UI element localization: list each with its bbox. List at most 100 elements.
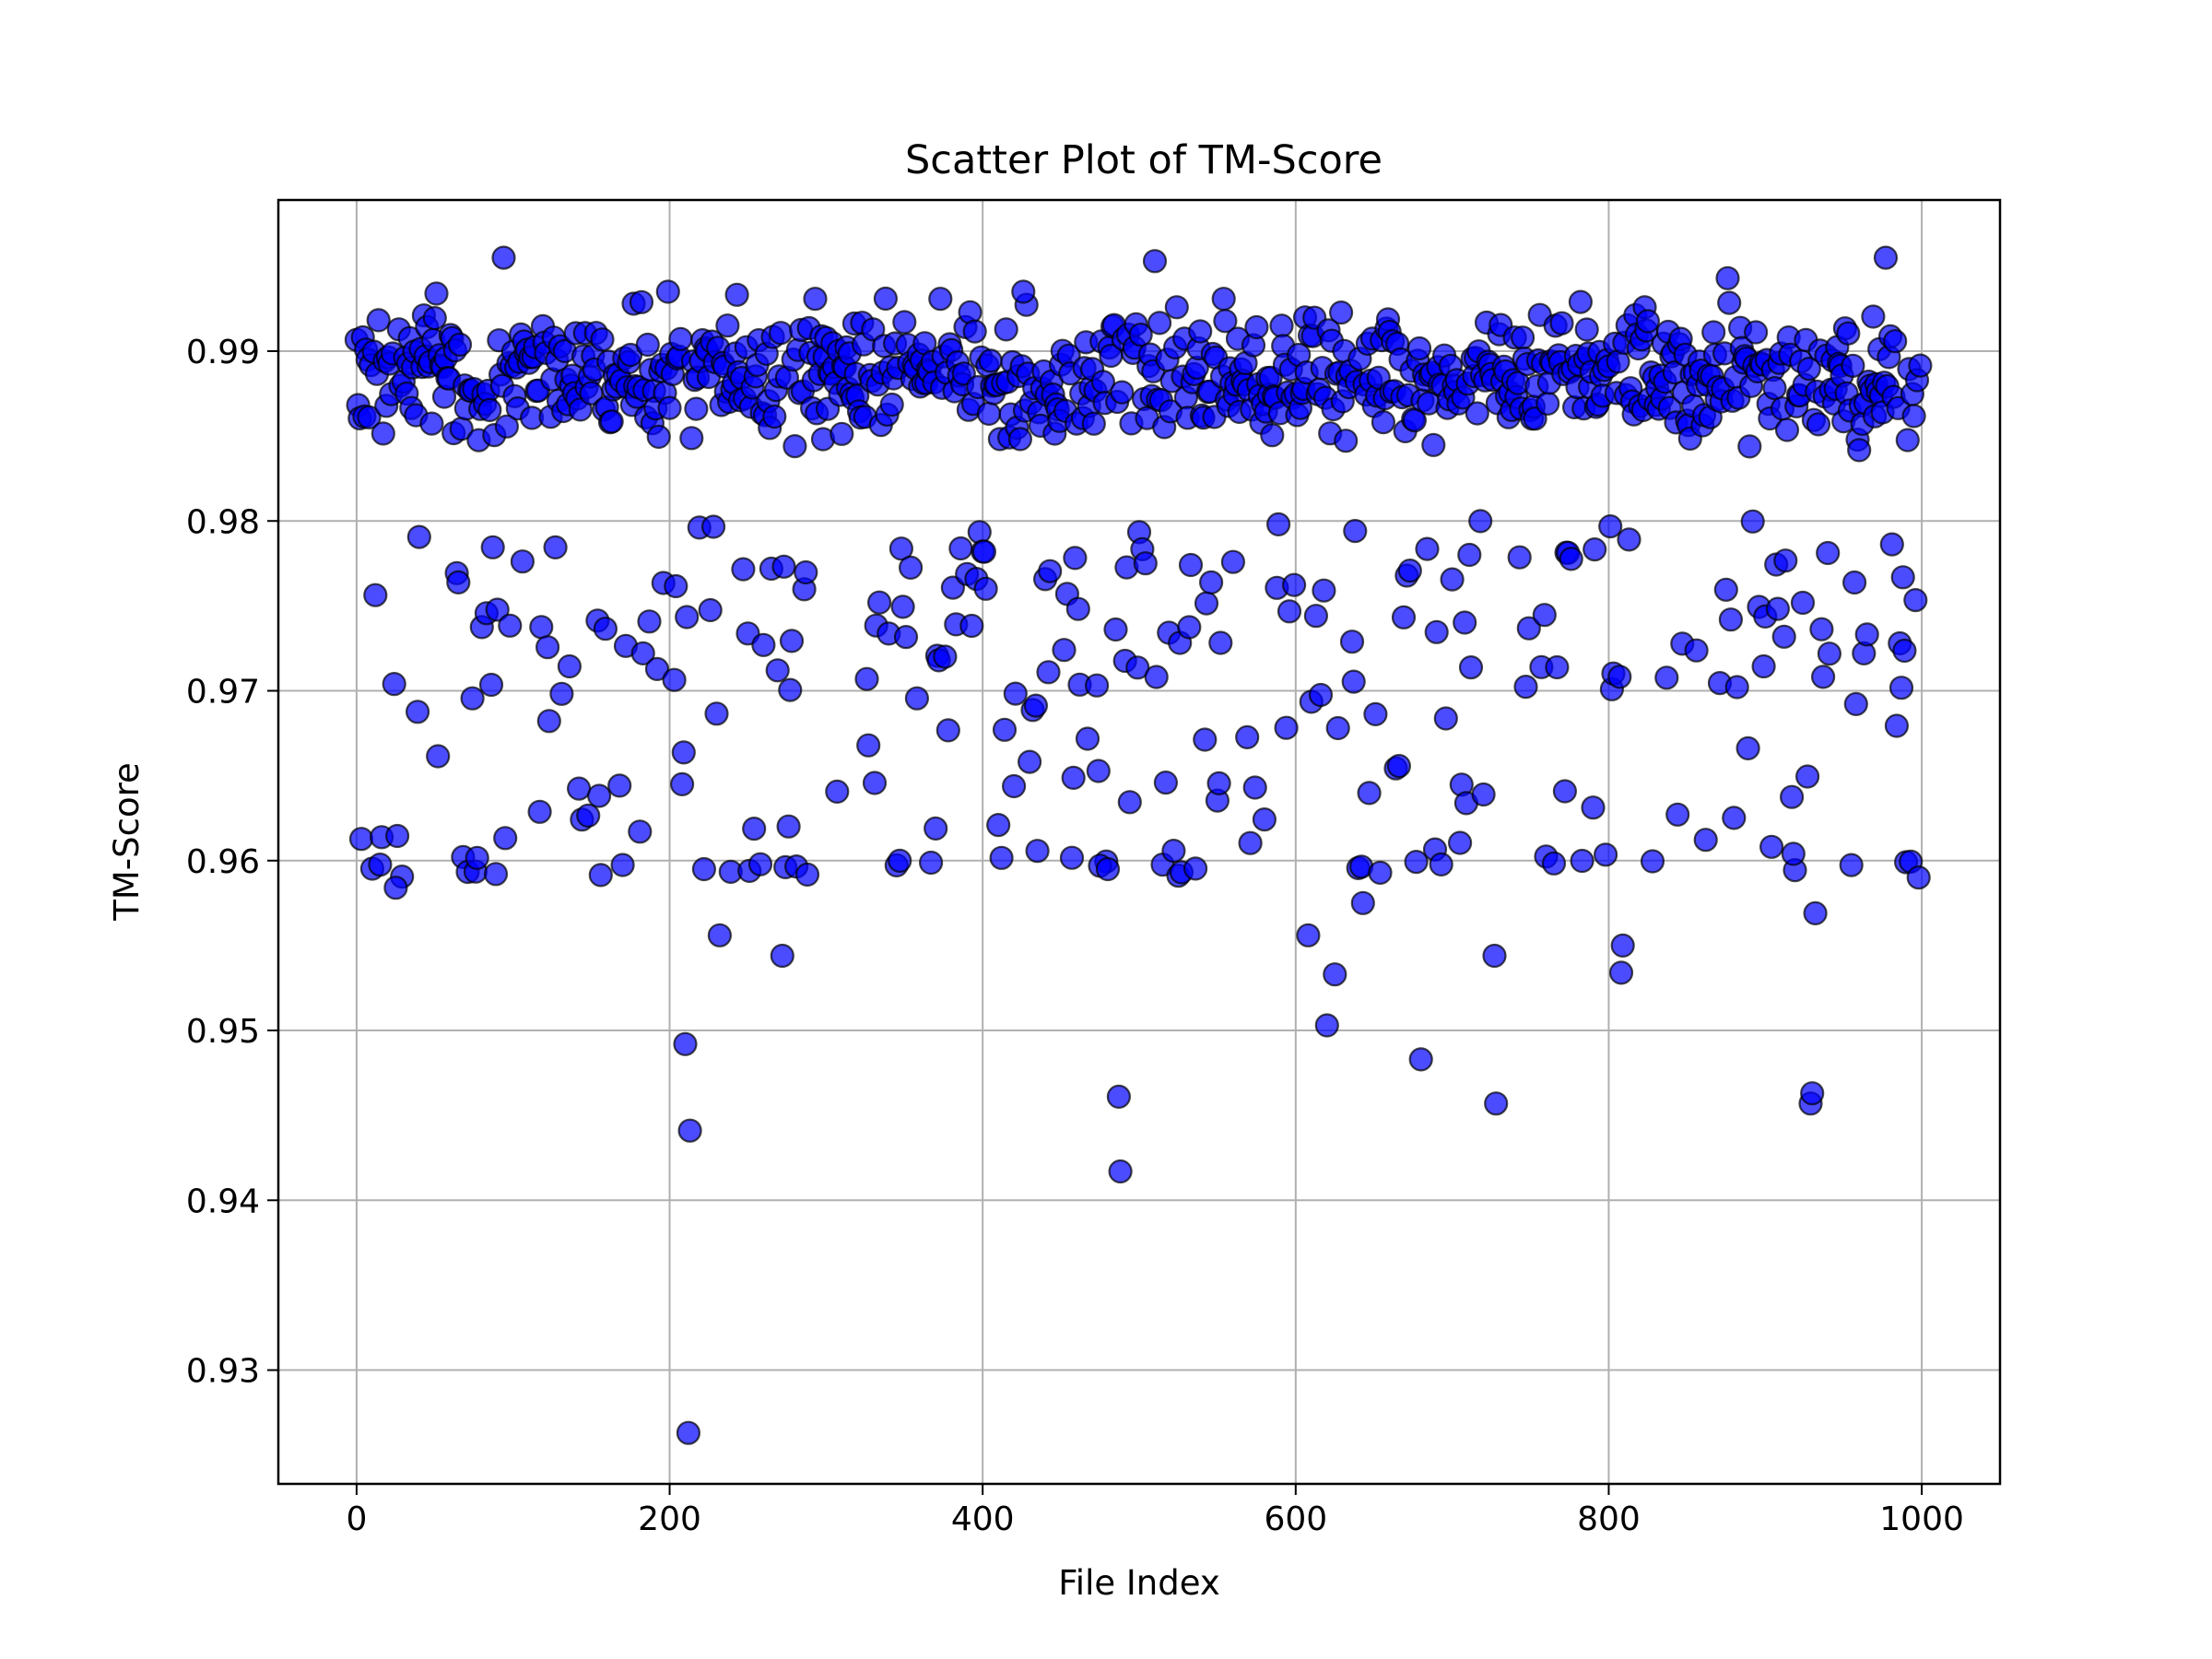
scatter-point: [1339, 629, 1365, 654]
scatter-point: [348, 827, 374, 852]
scatter-point: [890, 594, 915, 619]
scatter-point: [1800, 1081, 1825, 1106]
scatter-point: [724, 282, 749, 307]
scatter-point: [888, 848, 912, 874]
scatter-point: [1740, 509, 1765, 534]
scatter-point: [535, 635, 560, 660]
scatter-point: [590, 327, 615, 352]
scatter-point: [866, 590, 892, 615]
scatter-point: [1281, 572, 1307, 597]
scatter-point: [664, 573, 688, 599]
scatter-point: [1193, 727, 1218, 752]
scatter-point: [698, 597, 723, 623]
scatter-point: [1350, 890, 1375, 915]
scatter-point: [1238, 830, 1263, 855]
scatter-point: [1133, 551, 1158, 576]
scatter-point: [1779, 784, 1805, 809]
scatter-point: [1549, 311, 1574, 335]
scatter-point: [426, 744, 451, 769]
scatter-point: [1144, 665, 1169, 689]
scatter-point: [599, 409, 624, 434]
scatter-point: [879, 392, 904, 418]
scatter-point: [794, 862, 820, 888]
scatter-point: [1890, 565, 1915, 590]
scatter-point: [668, 326, 693, 351]
y-tick-label: 0.99: [186, 334, 260, 371]
x-tick-label: 600: [1264, 1500, 1327, 1538]
scatter-point: [971, 539, 997, 564]
scatter-point: [1796, 357, 1821, 382]
scatter-point: [1244, 314, 1269, 340]
scatter-point: [1516, 616, 1541, 641]
scatter-point: [742, 816, 767, 841]
scatter-point: [368, 852, 393, 877]
scatter-point: [962, 319, 987, 344]
scatter-point: [1117, 790, 1142, 815]
scatter-point: [762, 404, 787, 429]
scatter-point: [557, 653, 582, 679]
scatter-point: [1235, 724, 1260, 750]
scatter-point: [715, 313, 740, 338]
scatter-point: [1888, 676, 1914, 700]
scatter-point: [1718, 607, 1744, 632]
scatter-point: [671, 740, 696, 765]
scatter-point: [924, 816, 948, 841]
scatter-point: [1260, 423, 1285, 448]
scatter-point: [1421, 432, 1446, 457]
scatter-point: [1532, 603, 1557, 628]
scatter-point: [1484, 1091, 1509, 1116]
scatter-point: [1081, 411, 1106, 436]
scatter-point: [873, 286, 899, 312]
scatter-point: [1025, 839, 1050, 864]
scatter-point: [1334, 429, 1359, 453]
x-axis: 0 200 400 600 800 1000: [346, 1484, 1964, 1538]
scatter-point: [406, 524, 431, 549]
scatter-point: [1440, 567, 1465, 592]
scatter-point: [657, 395, 682, 420]
scatter-point: [1110, 380, 1135, 405]
scatter-point: [1252, 806, 1277, 832]
scatter-point: [637, 609, 662, 634]
scatter-point: [1182, 856, 1208, 881]
scatter-point: [1465, 401, 1489, 426]
scatter-point: [1397, 558, 1422, 583]
scatter-point: [1206, 771, 1231, 796]
scatter-point: [1892, 638, 1917, 664]
scatter-point: [1457, 542, 1482, 568]
scatter-point: [644, 656, 670, 682]
scatter-point: [447, 332, 473, 357]
scatter-point: [1007, 427, 1033, 452]
scatter-point: [679, 426, 704, 451]
scatter-point: [1513, 674, 1538, 700]
scatter-point: [861, 317, 886, 342]
scatter-point: [1552, 779, 1578, 804]
scatter-point: [1654, 665, 1679, 690]
scatter-point: [1177, 615, 1202, 640]
scatter-point: [731, 557, 756, 582]
scatter-point: [1617, 527, 1641, 552]
scatter-point: [460, 686, 485, 711]
scatter-point: [1724, 675, 1749, 700]
scatter-point: [1861, 304, 1886, 329]
scatter-point: [1103, 617, 1128, 642]
scatter-point: [1574, 317, 1599, 342]
scatter-point: [1471, 782, 1496, 807]
scatter-point: [1841, 570, 1867, 595]
scatter-point: [1128, 323, 1153, 347]
scatter-point: [576, 803, 601, 829]
scatter-point: [1213, 309, 1238, 334]
x-axis-label: File Index: [1058, 1563, 1220, 1603]
scatter-point: [1809, 617, 1834, 641]
scatter-point: [1906, 865, 1931, 890]
scatter-point: [607, 773, 632, 798]
scatter-point: [1325, 715, 1350, 741]
scatter-point: [1164, 295, 1189, 320]
scatter-point: [646, 424, 671, 449]
scatter-point: [1447, 830, 1473, 855]
scatter-point: [986, 812, 1011, 838]
scatter-point: [959, 613, 984, 639]
scatter-point: [994, 317, 1018, 342]
scatter-point: [635, 332, 660, 358]
y-tick-label: 0.97: [186, 674, 260, 712]
scatter-point: [383, 876, 408, 900]
